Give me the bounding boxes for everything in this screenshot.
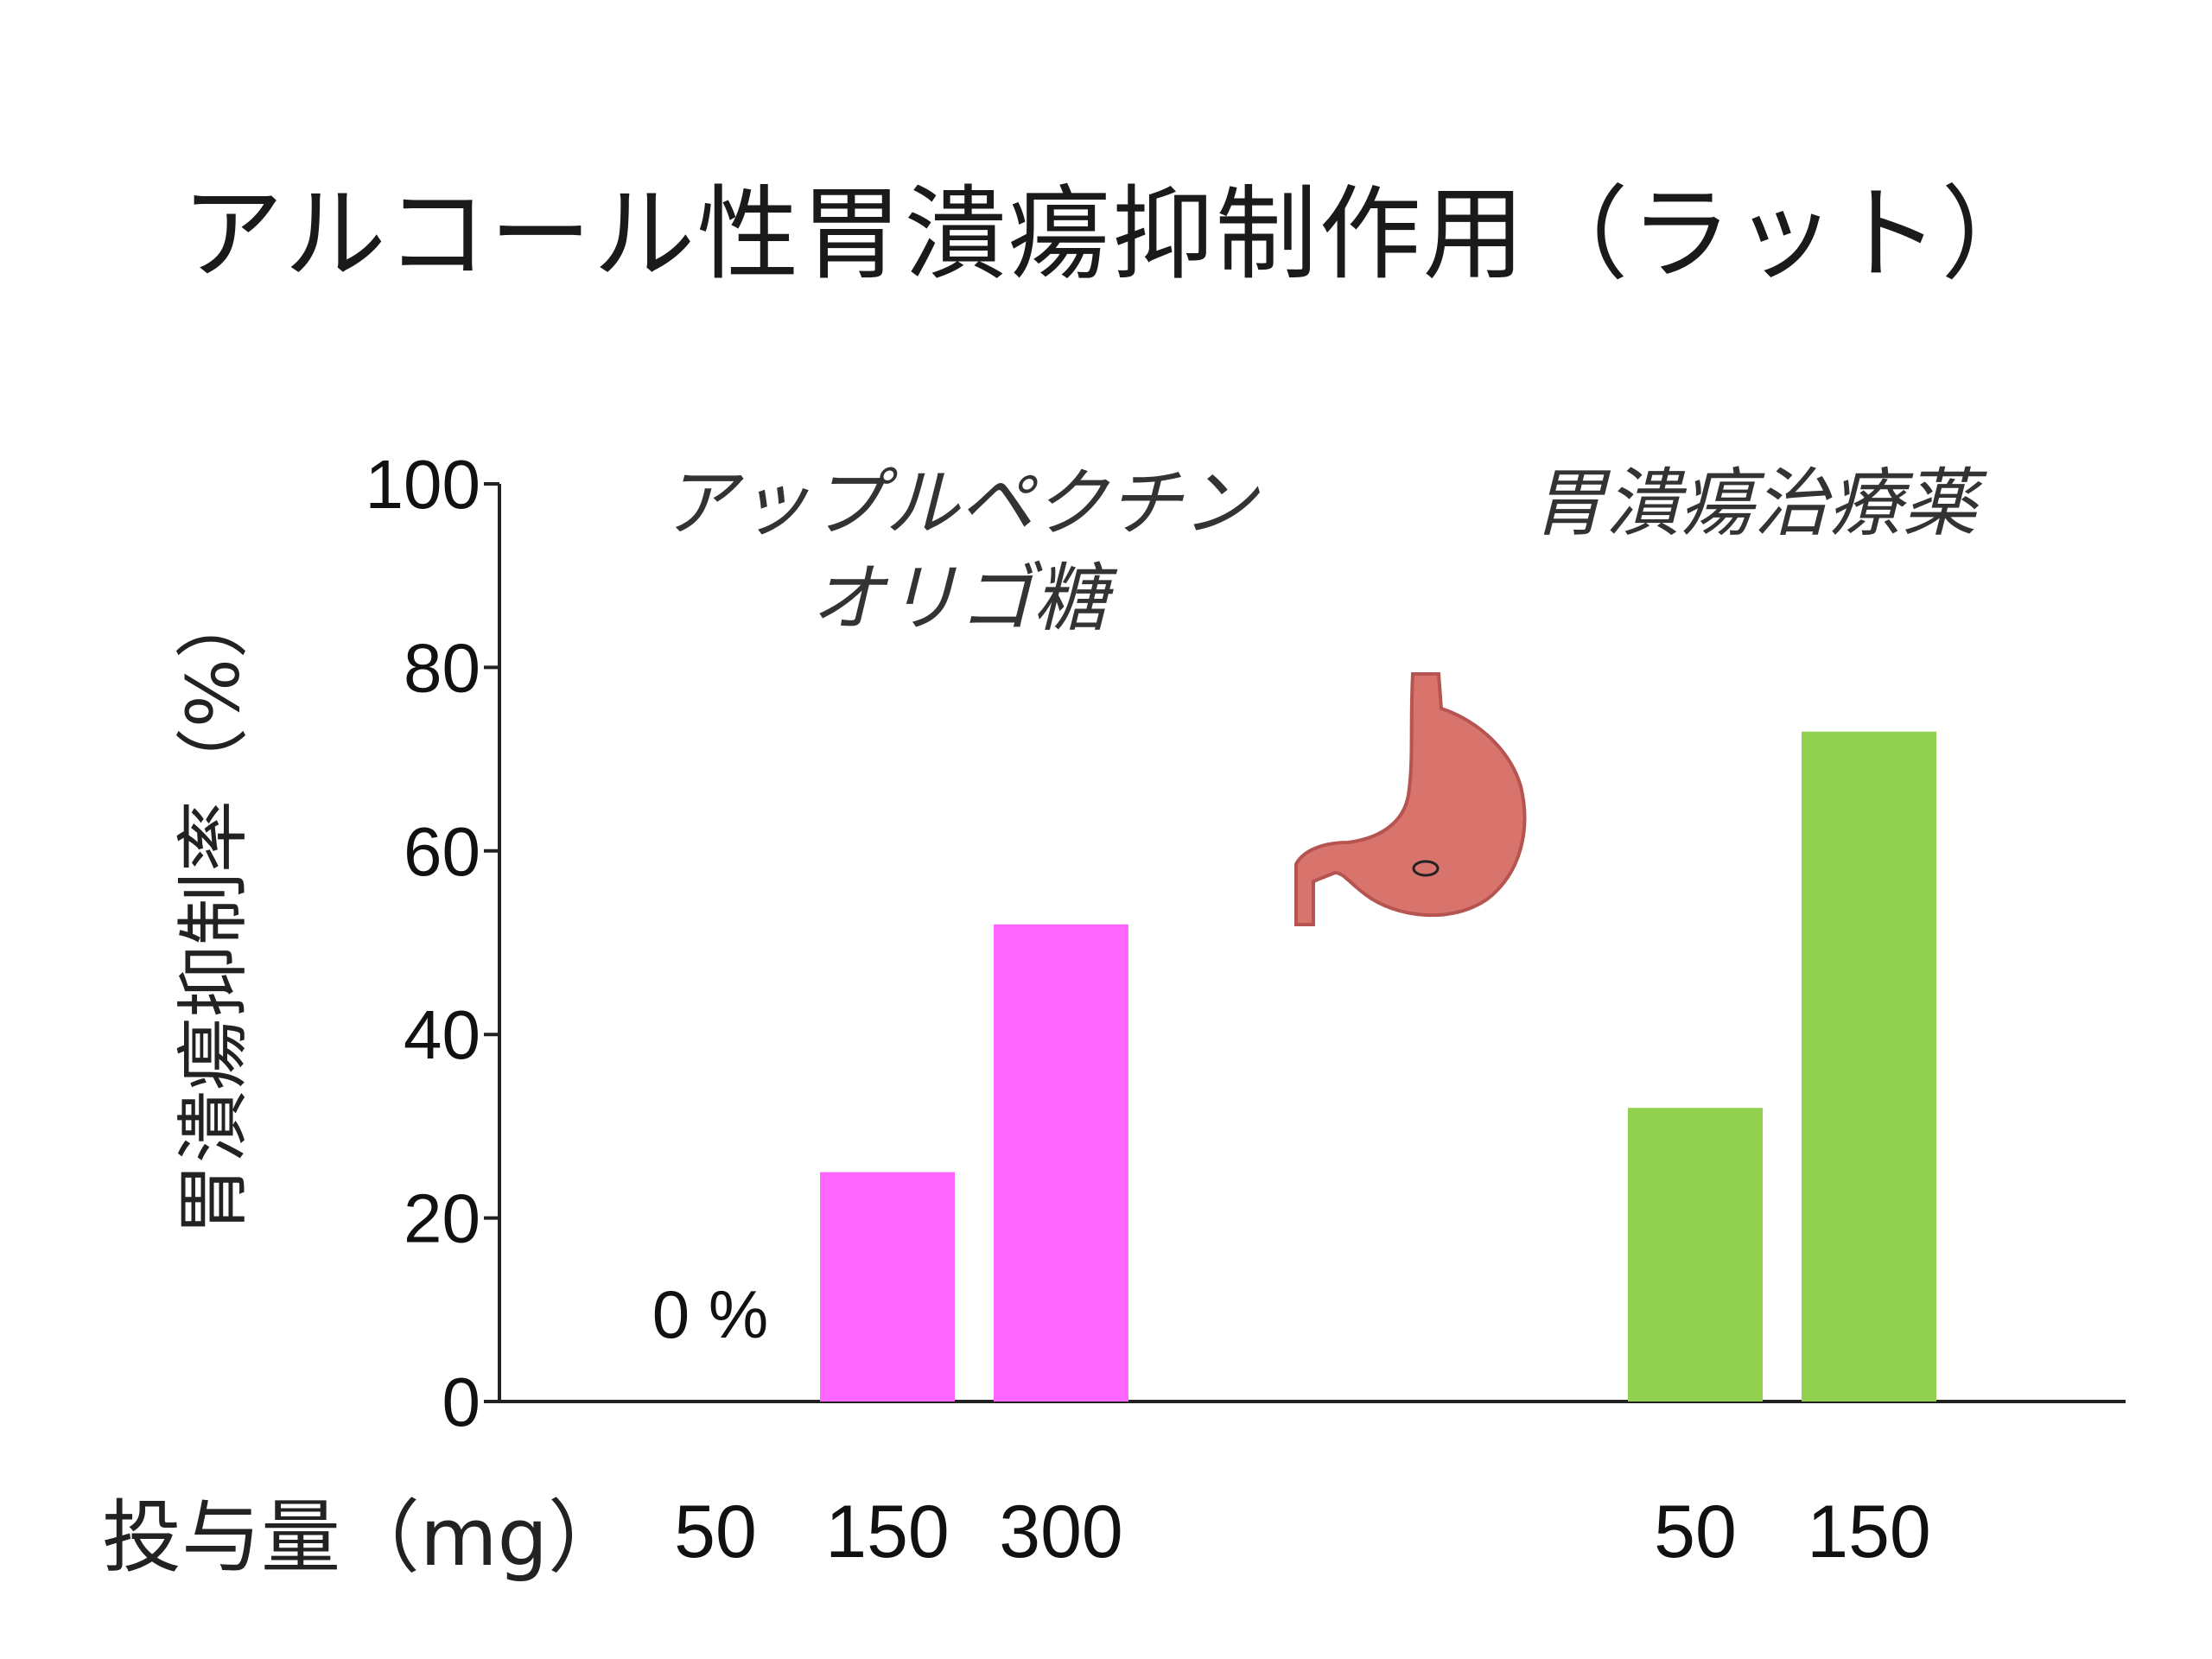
y-tick-label: 100 [365,446,480,523]
group-label-drug: 胃潰瘍治療薬 [1531,461,1977,547]
x-axis-label: 投与量（mg） [102,1491,628,1584]
bar [994,924,1128,1402]
y-tick-label: 80 [404,629,480,706]
x-tick-label: 150 [1807,1491,1931,1573]
stomach-icon [1294,672,1527,926]
zero-percent-annotation: 0 % [652,1276,768,1352]
group-label-pectin-line2: オリゴ糖 [810,556,1108,642]
bars [820,731,1936,1402]
y-tick-label: 60 [404,813,480,890]
x-tick-label: 50 [1654,1491,1737,1573]
y-tick-label: 20 [404,1180,480,1257]
bar [1802,731,1936,1402]
group-label-pectin: アップルペクチン オリゴ糖 [622,456,1296,646]
x-tick-label: 50 [674,1491,757,1573]
page-title: アルコール性胃潰瘍抑制作用（ラット） [181,175,2045,294]
x-tick-label: 150 [825,1491,950,1573]
bar [1628,1108,1763,1402]
y-tick-label: 0 [442,1363,481,1440]
bar [820,1172,955,1402]
y-tick-label: 40 [404,996,480,1073]
labels: 0 20 40 60 80 100 50 150 300 50 150 0 % [365,446,1931,1573]
group-label-pectin-line1: アップルペクチン [662,461,1256,547]
x-tick-label: 300 [999,1491,1123,1573]
